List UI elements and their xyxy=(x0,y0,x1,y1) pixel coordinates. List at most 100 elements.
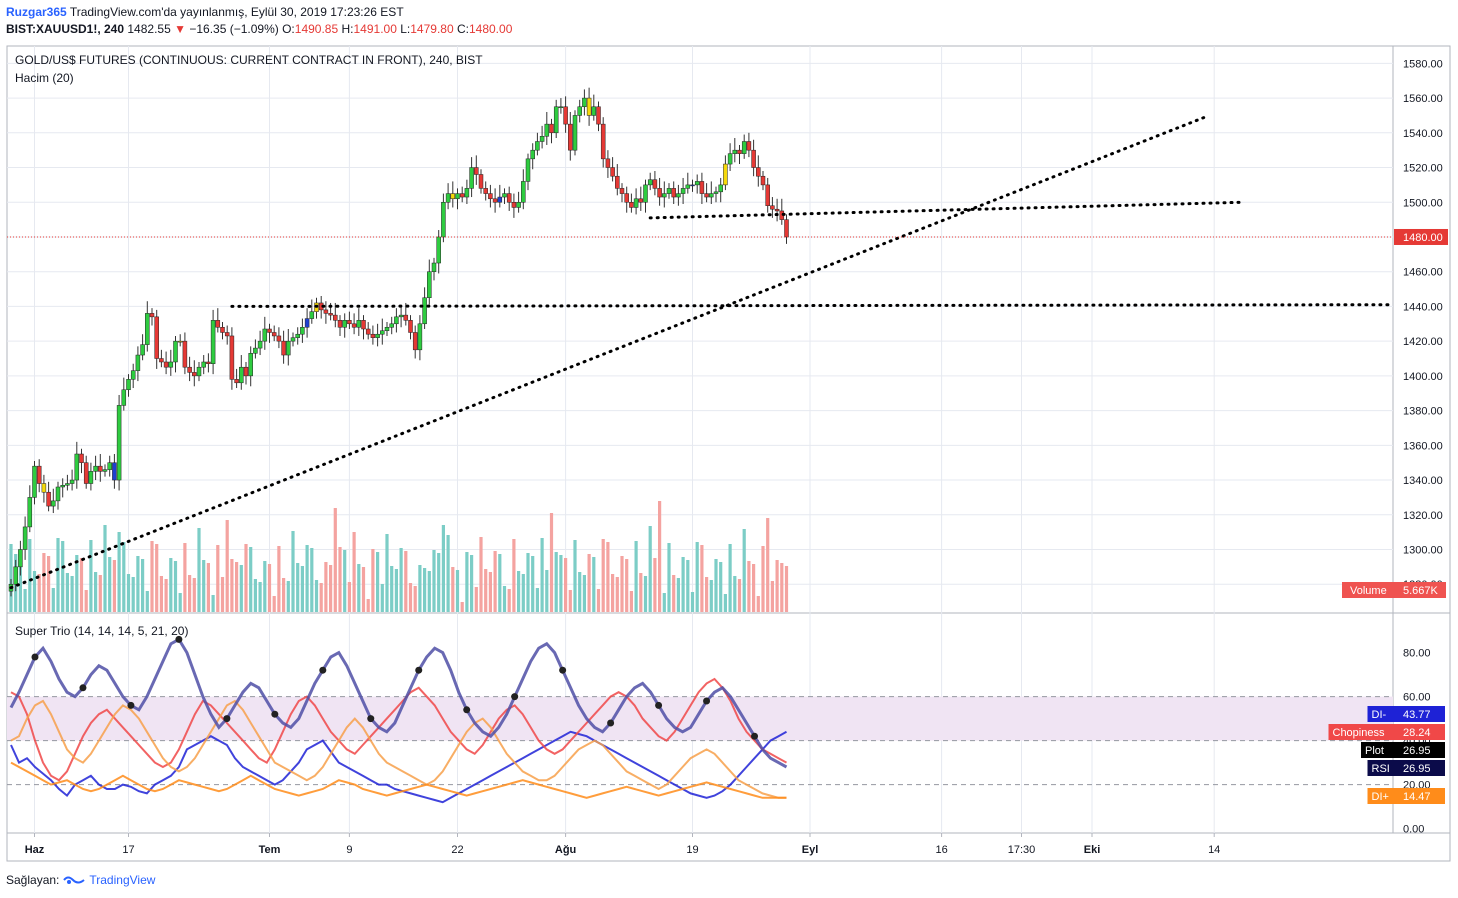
candle xyxy=(577,106,582,116)
volume-bar xyxy=(192,578,196,612)
volume-bar xyxy=(629,591,633,612)
candle xyxy=(27,497,33,528)
footer-brand[interactable]: TradingView xyxy=(89,873,156,887)
volume-bar xyxy=(714,559,718,612)
volume-bar xyxy=(423,568,427,612)
candle xyxy=(553,106,559,134)
candle xyxy=(647,179,653,186)
candle xyxy=(568,123,573,151)
candle xyxy=(13,566,18,585)
rsi-cross-dot xyxy=(415,666,423,674)
volume-bar xyxy=(394,569,398,612)
candle xyxy=(22,526,28,550)
candle xyxy=(41,483,47,493)
volume-bar xyxy=(535,588,539,612)
candle xyxy=(389,323,394,328)
candle xyxy=(116,405,122,481)
price-change: −16.35 (−1.09%) xyxy=(189,22,279,36)
last-price: 1482.55 xyxy=(127,22,171,36)
candle xyxy=(403,314,409,321)
volume-bar xyxy=(770,581,774,612)
header-line-1: Ruzgar365 TradingView.com'da yayınlanmış… xyxy=(6,5,404,19)
volume-bar xyxy=(728,544,732,612)
osc-line-chopiness xyxy=(10,677,787,782)
price-tick-label: 1380.00 xyxy=(1403,406,1443,418)
candle xyxy=(492,198,498,203)
candle xyxy=(361,320,366,330)
volume-bar xyxy=(112,560,116,612)
volume-bar xyxy=(94,572,98,612)
volume-bar xyxy=(775,560,779,612)
volume-bar xyxy=(126,574,131,612)
candle xyxy=(65,483,70,486)
volume-bar xyxy=(549,513,554,612)
volume-bar xyxy=(244,544,248,612)
candle xyxy=(718,184,723,193)
candle xyxy=(760,175,766,186)
candle xyxy=(516,202,521,208)
time-tick-label: Tem xyxy=(259,844,281,856)
candle xyxy=(619,188,625,194)
candle xyxy=(55,486,61,502)
candle xyxy=(600,123,606,160)
volume-bar xyxy=(84,590,88,612)
candle xyxy=(652,179,658,189)
candle xyxy=(276,335,282,342)
candle xyxy=(79,453,84,463)
volume-bar xyxy=(230,559,234,612)
candle xyxy=(323,309,329,314)
candle xyxy=(69,479,75,484)
candle xyxy=(591,106,597,116)
volume-bar xyxy=(197,528,201,612)
volume-bar xyxy=(766,518,770,612)
candle xyxy=(140,344,145,356)
price-tick-label: 1300.00 xyxy=(1403,544,1443,556)
candle xyxy=(253,347,258,354)
candle xyxy=(224,332,230,337)
volume-bar xyxy=(399,548,403,612)
author-name[interactable]: Ruzgar365 xyxy=(6,5,67,19)
volume-bar xyxy=(37,574,41,612)
volume-bar xyxy=(32,571,37,612)
volume-bar xyxy=(662,593,666,612)
volume-bar xyxy=(643,576,648,612)
candle xyxy=(159,358,164,363)
candle xyxy=(694,181,700,186)
volume-bar xyxy=(611,574,615,612)
candle xyxy=(356,320,362,328)
candle xyxy=(126,379,131,391)
volume-bar xyxy=(625,559,629,612)
volume-bar xyxy=(314,580,319,612)
volume-bar xyxy=(653,558,657,612)
candle xyxy=(572,115,578,151)
volume-bar xyxy=(479,537,483,612)
candle xyxy=(290,337,296,342)
series-tag-value: 28.24 xyxy=(1403,727,1431,739)
volume-bar xyxy=(404,551,408,612)
chart-frame xyxy=(6,45,1451,862)
volume-value: 5.667K xyxy=(1403,585,1439,597)
volume-bar xyxy=(752,564,756,612)
volume-bar xyxy=(376,552,380,612)
candle xyxy=(732,149,738,154)
volume-bar xyxy=(103,525,107,612)
volume-bar xyxy=(300,566,304,612)
candle xyxy=(455,193,460,200)
volume-bar xyxy=(502,586,507,612)
candle xyxy=(610,167,615,177)
volume-bar xyxy=(277,546,281,612)
volume-bar xyxy=(451,567,455,612)
candle xyxy=(450,193,456,200)
candle xyxy=(102,469,108,472)
volume-bar xyxy=(554,552,558,612)
candle xyxy=(60,485,65,488)
volume-bar xyxy=(719,562,723,612)
volume-bar xyxy=(282,578,286,612)
volume-bar xyxy=(305,545,309,612)
candle xyxy=(699,181,705,194)
open-value: 1490.85 xyxy=(294,22,339,36)
volume-bar xyxy=(615,577,619,612)
candle xyxy=(107,462,112,470)
price-tick-label: 1440.00 xyxy=(1403,301,1443,313)
